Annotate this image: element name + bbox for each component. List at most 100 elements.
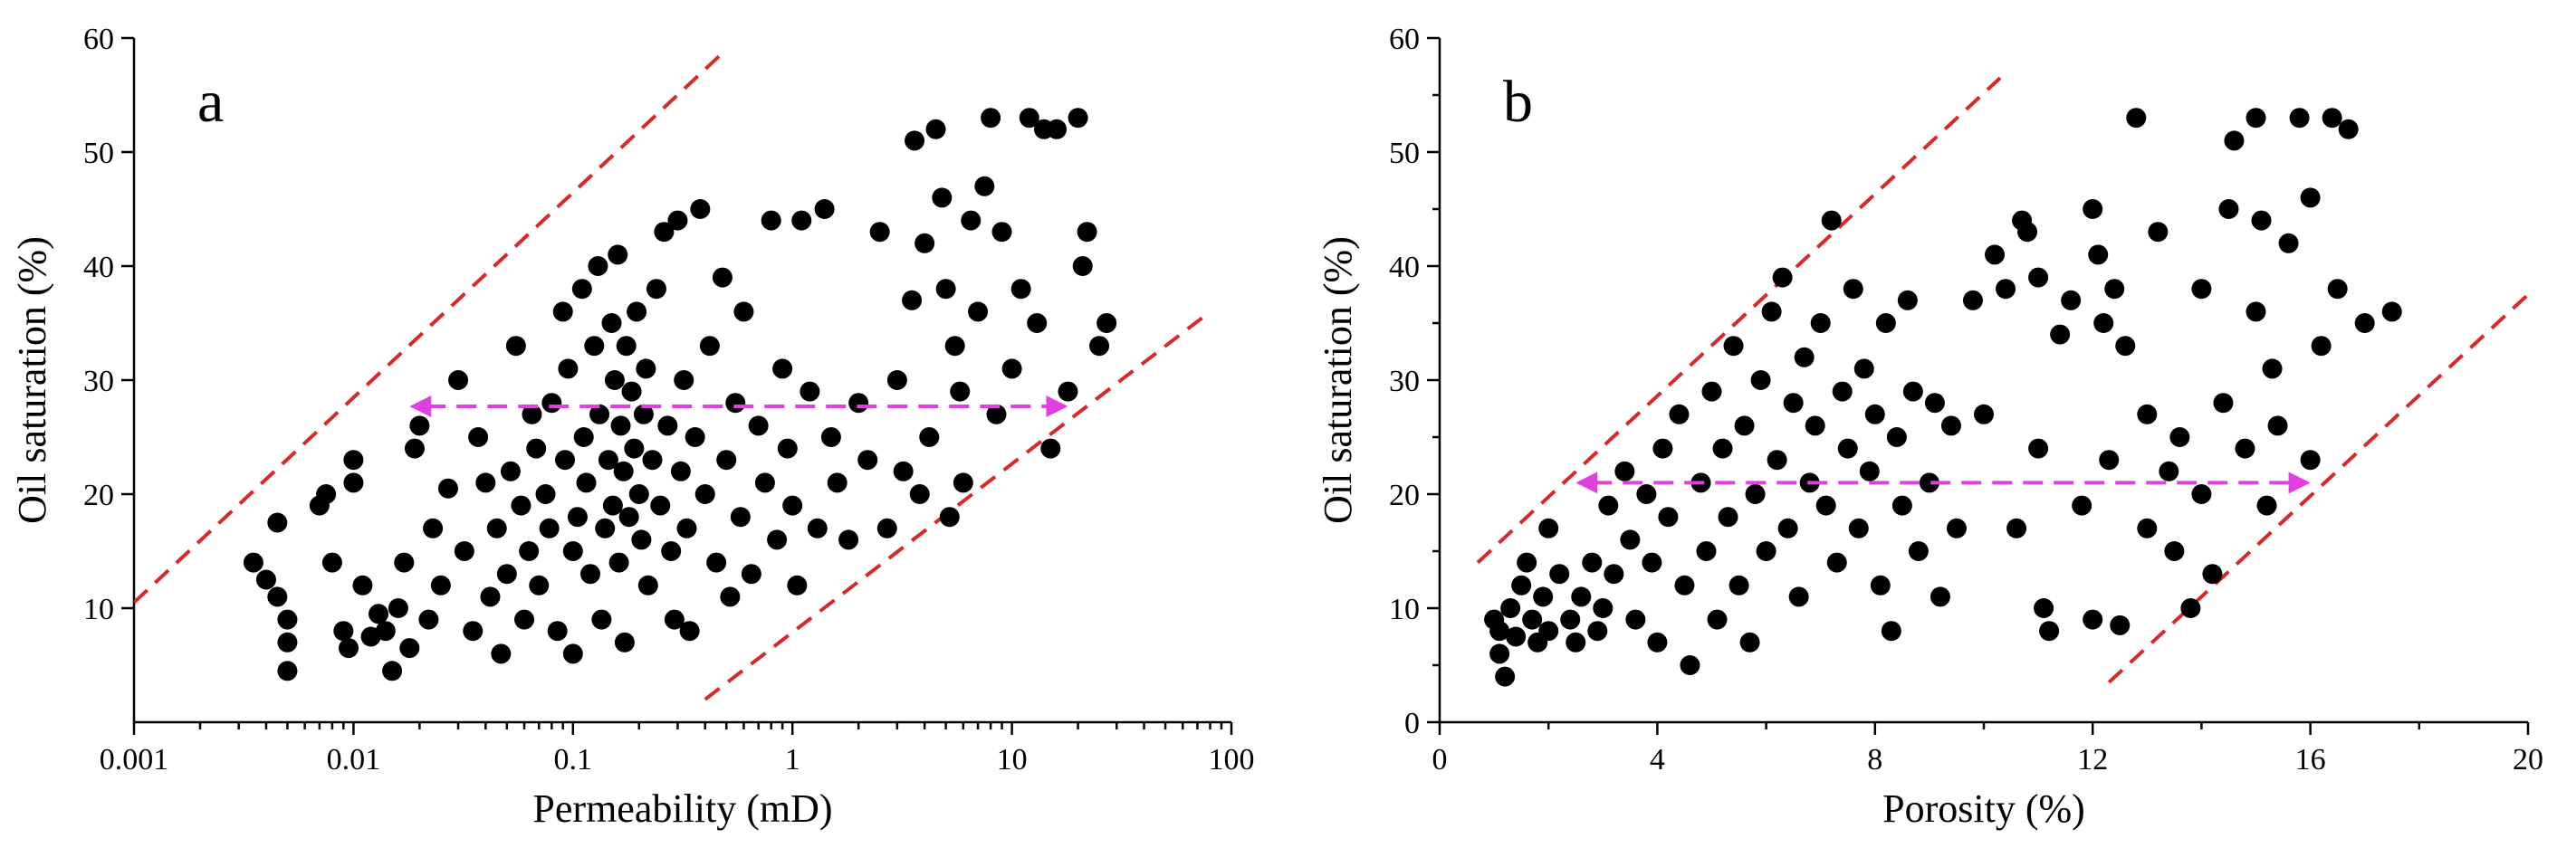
panel-a-data-point [486, 518, 507, 538]
panel-a-y-tick-label: 60 [83, 23, 114, 56]
panel-b-scatter-chart: 0 10 20 30 40 50 60 0 4 8 12 16 20 Porosity (%) Oil sa… [1316, 23, 2543, 831]
panel-a-data-point [772, 358, 793, 379]
panel-a-data-point [857, 450, 878, 471]
panel-b-data-point [1500, 598, 1521, 618]
panel-a-data-point [974, 176, 995, 196]
panel-b-data-point [1853, 358, 1874, 379]
panel-b-range-arrow-left-head [1575, 472, 1598, 494]
panel-a-data-point [699, 336, 720, 357]
panel-b-y-tick-label: 50 [1389, 137, 1420, 170]
panel-b-data-point [1495, 666, 1516, 687]
panel-a-data-point [1047, 119, 1068, 139]
panel-b-data-point [1489, 643, 1510, 664]
panel-a-data-point [496, 564, 517, 585]
panel-a-data-point [1072, 256, 1093, 276]
panel-a-data-point [939, 507, 960, 528]
panel-b-data-point [2267, 415, 2288, 436]
panel-a-data-point [480, 586, 501, 607]
panel-b-data-point [1837, 438, 1858, 459]
panel-a-data-point [807, 518, 828, 538]
panel-a-data-point [369, 604, 389, 624]
panel-a-data-point [437, 478, 458, 499]
panel-b-label: b [1503, 69, 1533, 135]
panel-a-data-point [491, 643, 512, 664]
panel-b-y-tick-label: 0 [1404, 707, 1420, 740]
panel-a-data-point [944, 336, 965, 357]
panel-a-lower-boundary-line [704, 310, 1211, 701]
panel-a-y-tick-label: 30 [83, 365, 114, 398]
panel-a-data-point [375, 621, 396, 642]
panel-a-data-point [448, 370, 469, 390]
panel-a-data-point [333, 621, 354, 642]
panel-b-data-point [1604, 564, 1624, 585]
panel-a-data-point [277, 609, 298, 630]
panel-a-points [243, 108, 1117, 681]
panel-a-data-point [827, 472, 847, 493]
panel-a-data-point [535, 484, 556, 504]
panel-b-data-point [2088, 244, 2109, 265]
panel-a-data-point [876, 518, 897, 538]
panel-b-data-point [2251, 210, 2272, 231]
panel-b-data-point [1517, 552, 1537, 573]
panel-b-data-point [1674, 575, 1695, 596]
panel-b-data-point [2246, 108, 2266, 129]
panel-a-data-point [791, 210, 812, 231]
panel-a-data-point [558, 358, 579, 379]
panel-a-data-point [339, 638, 359, 659]
panel-a-y-tick-label: 10 [83, 593, 114, 626]
panel-b-y-tick-label: 10 [1389, 593, 1420, 626]
panel-b-data-point [1940, 415, 1961, 436]
panel-b-data-point [1750, 370, 1771, 390]
panel-b-data-point [1864, 404, 1885, 424]
panel-a-data-point [584, 336, 605, 357]
panel-a-data-point [463, 621, 484, 642]
panel-b-data-point [1707, 609, 1728, 630]
panel-a-data-point [399, 638, 420, 659]
panel-b-x-tick-label: 0 [1432, 743, 1448, 777]
panel-b-data-point [1734, 415, 1755, 436]
panel-a-data-point [893, 461, 914, 481]
panel-a-data-point [505, 336, 526, 357]
panel-b-x-tick-label: 4 [1650, 743, 1665, 777]
panel-a-data-point [418, 609, 439, 630]
panel-a-data-point [754, 472, 775, 493]
panel-a-x-tick-label: 100 [1209, 743, 1255, 777]
panel-b-data-point [2099, 450, 2120, 471]
panel-b-data-point [1985, 244, 2006, 265]
panel-a-data-point [595, 518, 616, 538]
panel-b-data-point [2224, 130, 2245, 151]
panel-b-data-point [1593, 598, 1614, 618]
panel-a-x-tick-label: 0.1 [554, 743, 593, 777]
panel-a-data-point [539, 518, 560, 538]
panel-a-data-point [627, 301, 647, 322]
panel-a-data-point [706, 552, 727, 573]
panel-a-data-point [777, 438, 798, 459]
panel-a-data-point [902, 290, 923, 310]
panel-a-data-point [782, 495, 803, 516]
panel-b-data-point [2169, 427, 2190, 447]
panel-b-data-point [1805, 415, 1825, 436]
panel-b-data-point [1658, 507, 1679, 528]
panel-b-y-tick-label: 20 [1389, 479, 1420, 512]
panel-a-data-point [767, 529, 788, 550]
panel-b-data-point [1826, 552, 1847, 573]
panel-a-data-point [748, 415, 769, 436]
panel-b-data-point [2137, 404, 2158, 424]
panel-b-data-point [1566, 632, 1586, 653]
panel-a-data-point [522, 404, 542, 424]
panel-b-data-point [2191, 484, 2212, 504]
panel-b-data-point [2218, 199, 2239, 219]
panel-b-data-point [2246, 301, 2266, 322]
panel-a-data-point [654, 222, 675, 243]
panel-a-data-point [991, 222, 1012, 243]
panel-b-data-point [1669, 404, 1690, 424]
panel-a-data-point [690, 199, 711, 219]
panel-b-data-point [1881, 621, 1901, 642]
panel-a-data-point [267, 586, 288, 607]
panel-b-data-point [1962, 290, 1983, 310]
panel-b-data-point [2072, 495, 2092, 516]
panel-b-points [1484, 108, 2402, 687]
panel-b-data-point [2159, 461, 2179, 481]
panel-a-data-point [968, 301, 989, 322]
